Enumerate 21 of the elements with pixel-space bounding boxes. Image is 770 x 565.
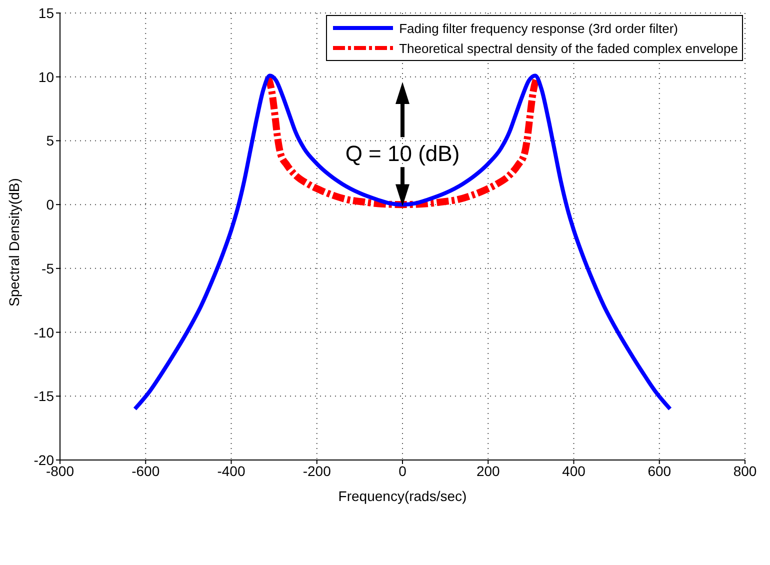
x-tick-label: -200	[302, 462, 332, 479]
annotation: Q = 10 (dB)	[345, 141, 460, 166]
legend-label: Fading filter frequency response (3rd order filter)	[399, 20, 678, 36]
y-tick-label: 5	[46, 132, 54, 149]
y-tick-label: 15	[38, 4, 54, 21]
y-tick-label: -5	[42, 260, 54, 276]
y-axis-title: Spectral Density(dB)	[6, 178, 22, 306]
x-tick-label: -600	[132, 462, 160, 479]
x-tick-label: -400	[217, 462, 246, 479]
line-series	[132, 74, 672, 411]
y-tick-label: -15	[34, 388, 54, 404]
y-tick-label: 0	[46, 196, 54, 213]
x-tick-label: 0	[398, 462, 407, 479]
x-tick-label: 400	[562, 462, 586, 479]
x-axis-title: Frequency(rads/sec)	[338, 488, 467, 504]
x-tick-label: 600	[648, 462, 672, 479]
y-tick-label: -10	[34, 324, 54, 340]
x-tick-label: 800	[733, 462, 757, 479]
x-tick-label: 200	[476, 462, 500, 479]
legend-label: Theoretical spectral density of the faded complex envelope	[399, 40, 738, 56]
y-tick-label: 10	[38, 68, 54, 85]
